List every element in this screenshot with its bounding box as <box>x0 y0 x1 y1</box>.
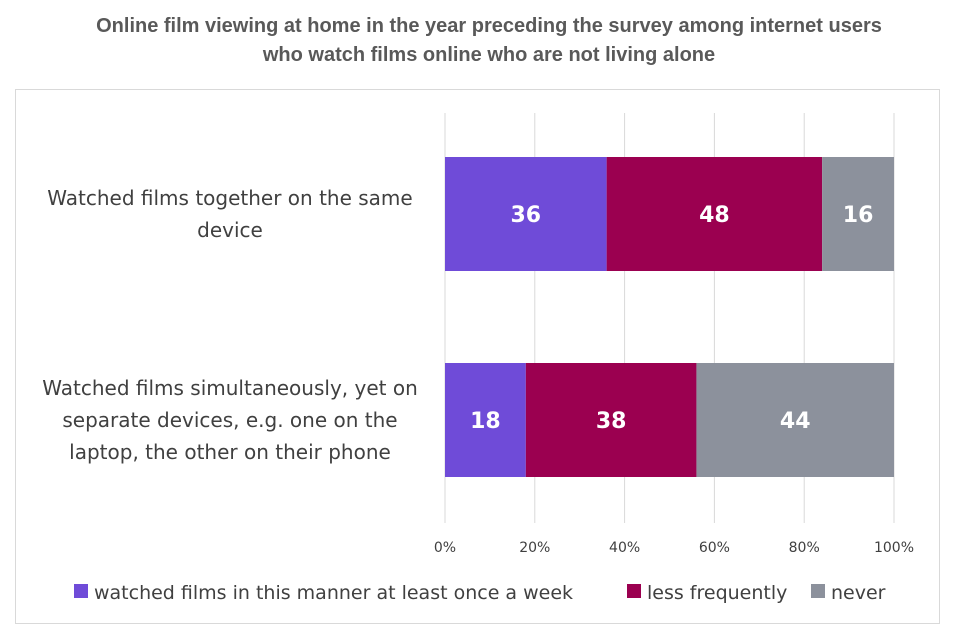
legend-label: less frequently <box>647 582 787 604</box>
category-label: separate devices, e.g. one on the <box>62 408 397 432</box>
chart-frame <box>15 89 940 624</box>
bar-segment <box>445 157 607 271</box>
category-label: Watched films simultaneously, yet on <box>42 376 418 400</box>
category-label: Watched films together on the same <box>47 186 412 210</box>
bar-segment <box>445 363 526 477</box>
x-tick-label: 100% <box>874 540 914 556</box>
data-label: 48 <box>699 203 730 228</box>
legend-swatch <box>74 584 88 598</box>
value-labels: 36 48 16 18 38 44 <box>470 203 873 434</box>
data-label: 36 <box>511 203 542 228</box>
legend-swatch <box>811 584 825 598</box>
x-tick-label: 20% <box>519 540 550 556</box>
bar-segment <box>525 363 697 477</box>
category-labels: Watched films together on the same device… <box>42 186 418 464</box>
bar-segment <box>822 157 894 271</box>
x-tick-labels: 0% 20% 40% 60% 80% 100% <box>434 540 914 556</box>
bar-segment <box>606 157 823 271</box>
chart-title-line-2: who watch films online who are not livin… <box>262 44 716 66</box>
bars <box>445 157 894 477</box>
x-tick-label: 0% <box>434 540 456 556</box>
chart-title-line-1: Online film viewing at home in the year … <box>96 15 882 37</box>
data-label: 44 <box>780 409 811 434</box>
x-tick-label: 40% <box>609 540 640 556</box>
category-label: laptop, the other on their phone <box>69 440 391 464</box>
legend: watched films in this manner at least on… <box>74 582 886 604</box>
legend-label: watched films in this manner at least on… <box>94 582 573 604</box>
legend-swatch <box>627 584 641 598</box>
category-label: device <box>197 218 263 242</box>
data-label: 16 <box>843 203 874 228</box>
chart-title: Online film viewing at home in the year … <box>0 12 978 70</box>
bar-segment <box>696 363 894 477</box>
data-label: 18 <box>470 409 501 434</box>
data-label: 38 <box>596 409 627 434</box>
x-tick-label: 80% <box>789 540 820 556</box>
legend-label: never <box>831 582 886 604</box>
x-tick-label: 60% <box>699 540 730 556</box>
